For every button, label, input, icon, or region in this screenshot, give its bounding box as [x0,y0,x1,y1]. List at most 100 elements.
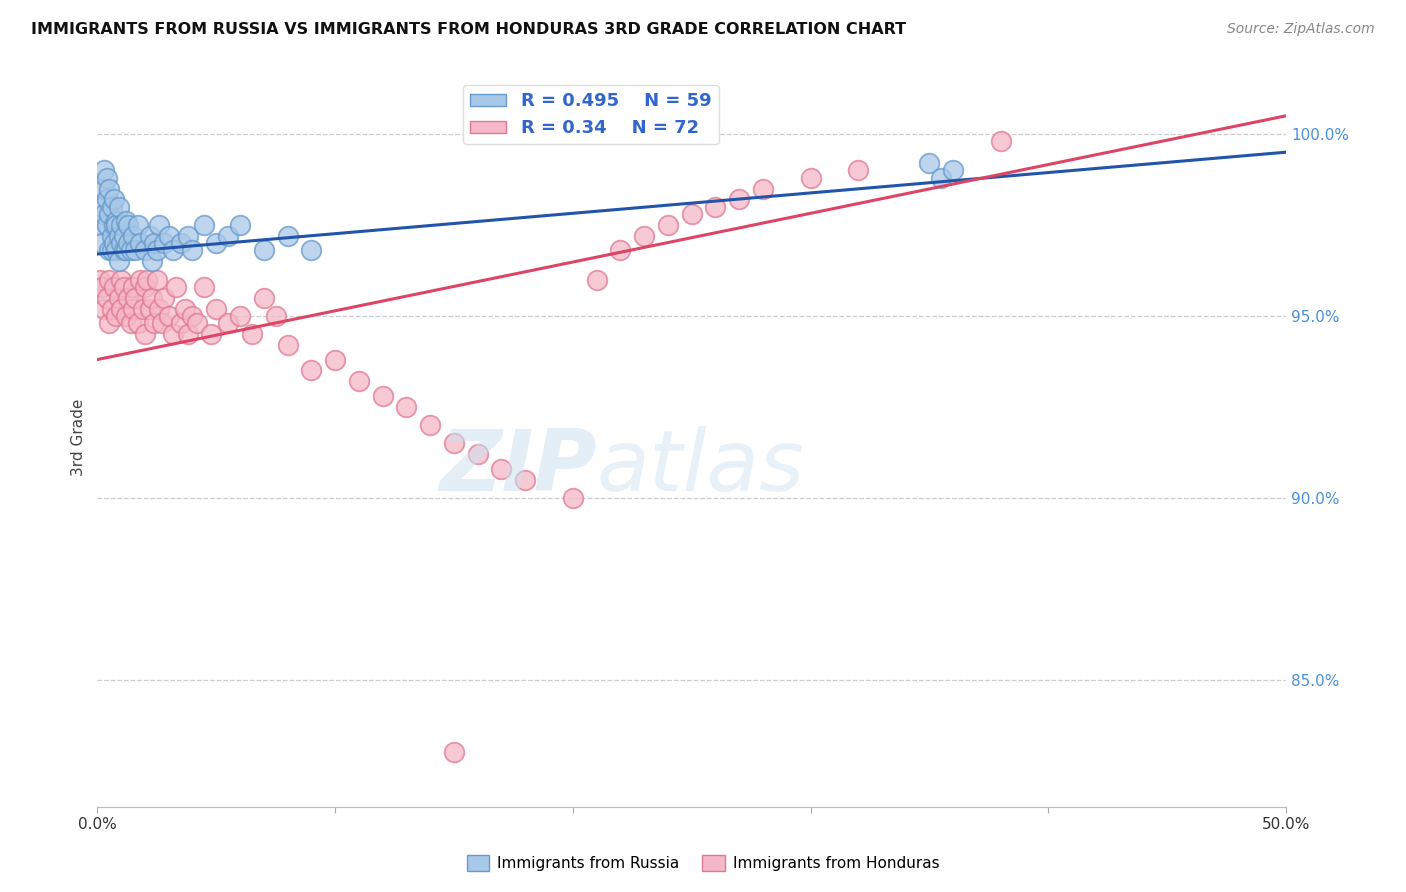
Point [122,301,145,316]
Point [467,447,489,461]
Point [127,218,149,232]
Point [134,280,156,294]
Point [122,280,145,294]
Legend: R = 0.495    N = 59, R = 0.34    N = 72: R = 0.495 N = 59, R = 0.34 N = 72 [463,85,718,145]
Point [93,181,115,195]
Point [681,207,703,221]
Text: ZIP: ZIP [439,425,596,508]
Point [205,236,228,251]
Point [704,200,727,214]
Point [918,156,941,170]
Point [752,181,775,195]
Point [91,200,114,214]
Text: IMMIGRANTS FROM RUSSIA VS IMMIGRANTS FROM HONDURAS 3RD GRADE CORRELATION CHART: IMMIGRANTS FROM RUSSIA VS IMMIGRANTS FRO… [31,22,905,37]
Point [157,228,180,243]
Point [127,316,149,330]
Point [89,218,111,232]
Point [205,301,228,316]
Point [110,272,132,286]
Point [162,244,184,258]
Point [728,193,751,207]
Point [253,291,276,305]
Point [942,163,965,178]
Point [96,170,118,185]
Point [165,280,187,294]
Point [186,316,208,330]
Point [105,309,128,323]
Point [846,163,869,178]
Point [98,181,121,195]
Point [100,244,122,258]
Point [193,280,215,294]
Point [217,316,239,330]
Point [124,291,146,305]
Point [229,309,252,323]
Point [253,244,276,258]
Point [134,244,156,258]
Point [799,170,821,185]
Point [105,244,128,258]
Point [419,417,441,432]
Point [181,244,204,258]
Point [100,228,122,243]
Point [277,228,299,243]
Point [129,236,152,251]
Point [143,236,166,251]
Point [89,272,111,286]
Point [131,301,153,316]
Point [107,254,129,268]
Point [371,389,394,403]
Point [176,327,198,342]
Point [443,436,465,450]
Point [103,236,125,251]
Point [103,280,125,294]
Point [609,244,631,258]
Point [98,316,121,330]
Point [107,291,129,305]
Point [169,316,191,330]
Point [146,244,169,258]
Point [561,491,583,505]
Point [96,218,118,232]
Point [112,280,135,294]
Point [141,254,163,268]
Legend: Immigrants from Russia, Immigrants from Honduras: Immigrants from Russia, Immigrants from … [460,849,946,877]
Point [264,309,287,323]
Point [148,301,170,316]
Point [176,228,198,243]
Point [98,244,121,258]
Y-axis label: 3rd Grade: 3rd Grade [72,399,86,476]
Point [515,473,537,487]
Point [929,170,952,185]
Point [120,244,142,258]
Point [150,316,173,330]
Text: atlas: atlas [596,425,804,508]
Point [115,244,138,258]
Point [491,461,513,475]
Point [115,309,138,323]
Point [138,301,160,316]
Point [229,218,252,232]
Point [100,301,122,316]
Point [124,244,146,258]
Point [120,316,142,330]
Point [105,214,128,228]
Point [153,291,176,305]
Point [443,746,465,760]
Point [141,291,163,305]
Point [193,218,215,232]
Point [299,244,322,258]
Point [134,327,156,342]
Point [98,207,121,221]
Point [96,193,118,207]
Point [200,327,222,342]
Point [323,352,346,367]
Point [103,193,125,207]
Point [96,291,118,305]
Point [277,338,299,352]
Point [585,272,607,286]
Point [117,236,139,251]
Point [157,309,180,323]
Point [107,228,129,243]
Point [91,280,114,294]
